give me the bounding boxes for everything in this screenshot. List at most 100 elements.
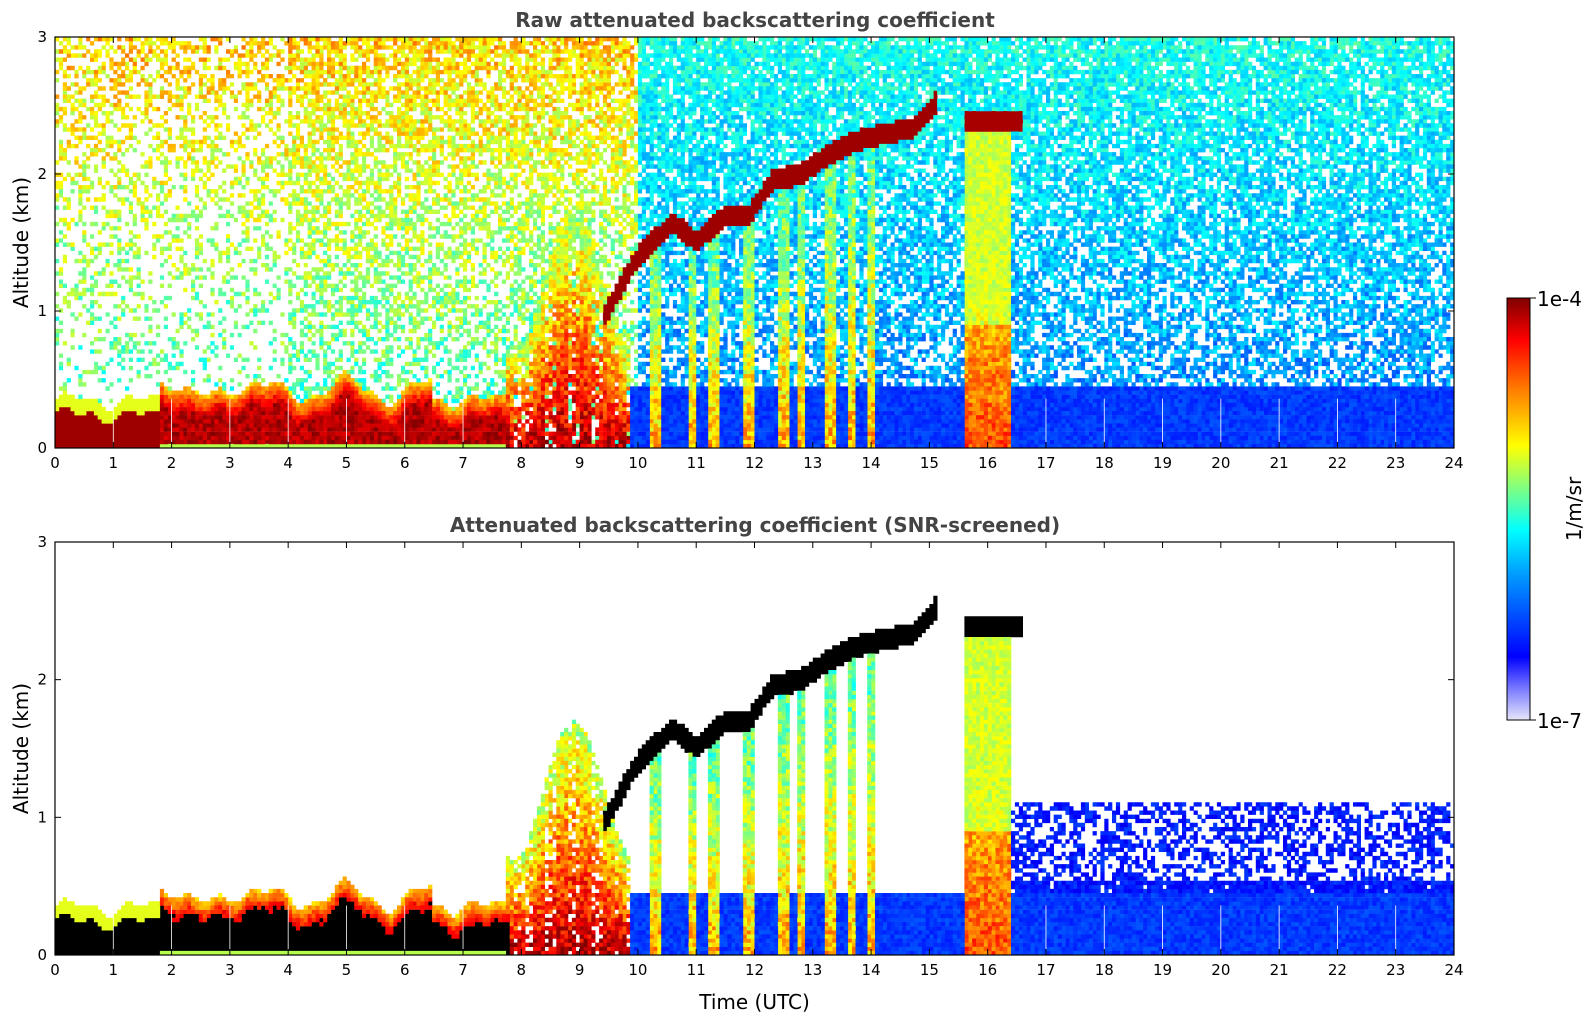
- backscatter-cells: [548, 909, 569, 956]
- backscatter-cells: [222, 37, 1012, 449]
- backscatter-cells: [599, 732, 852, 828]
- backscatter-cells: [797, 711, 802, 716]
- x-tick-label: 6: [400, 454, 410, 472]
- backscatter-cells: [688, 769, 693, 774]
- y-tick-label: 1: [37, 302, 47, 320]
- backscatter-cells: [556, 922, 627, 956]
- backscatter-cells: [556, 942, 561, 947]
- backscatter-cells: [688, 674, 988, 844]
- raw-x-ticks: 0 1 2 3 4 5 6 7 8 9 10 11 12 13 14 15 16 17 18 19 20 21 22 23 24: [50, 37, 1464, 472]
- backscatter-cells: [490, 406, 495, 412]
- backscatter-cells: [587, 930, 592, 935]
- backscatter-cells: [552, 922, 557, 927]
- backscatter-cells: [711, 686, 852, 857]
- backscatter-cells: [564, 909, 627, 952]
- backscatter-cells: [634, 810, 1455, 956]
- backscatter-cells: [529, 950, 534, 956]
- backscatter-cells: [521, 341, 615, 441]
- x-tick-label: 6: [400, 961, 410, 979]
- backscatter-cells: [560, 909, 565, 914]
- backscatter-cells: [548, 934, 553, 939]
- backscatter-cells: [552, 926, 557, 931]
- backscatter-cells: [509, 946, 514, 952]
- backscatter-cells: [665, 41, 1439, 383]
- backscatter-cells: [661, 386, 1447, 449]
- backscatter-cells: [202, 402, 479, 445]
- backscatter-cells: [754, 263, 1396, 379]
- backscatter-cells: [222, 847, 969, 956]
- y-tick-label: 0: [37, 946, 47, 964]
- backscatter-cells: [692, 818, 697, 824]
- backscatter-cells: [144, 37, 1292, 330]
- backscatter-cells: [649, 106, 1455, 367]
- backscatter-cells: [653, 740, 872, 848]
- backscatter-cells: [552, 394, 557, 399]
- backscatter-cells: [785, 694, 856, 712]
- x-tick-label: 19: [1153, 961, 1172, 979]
- backscatter-cells: [533, 950, 538, 956]
- backscatter-cells: [634, 386, 1455, 449]
- backscatter-cells: [867, 653, 872, 658]
- backscatter-cells: [533, 909, 538, 914]
- x-tick-label: 12: [745, 961, 764, 979]
- backscatter-cells: [74, 57, 992, 387]
- backscatter-cells: [781, 727, 786, 733]
- x-tick-label: 20: [1211, 961, 1230, 979]
- backscatter-cells: [711, 752, 716, 757]
- backscatter-cells: [136, 41, 1455, 383]
- x-tick-label: 20: [1211, 454, 1230, 472]
- screened-y-ticks: 0 1 2 3: [37, 533, 1454, 964]
- x-tick-label: 5: [342, 454, 352, 472]
- backscatter-cells: [968, 411, 973, 416]
- backscatter-cells: [676, 893, 1447, 956]
- screened-x-ticks: 0 1 2 3 4 5 6 7 8 9 10 11 12 13 14 15 16 17 18 19 20 21 22 23 24: [50, 542, 1464, 979]
- top-title: Raw attenuated backscattering coefficien…: [515, 8, 995, 32]
- x-tick-label: 13: [803, 454, 822, 472]
- colorbar-min-label: 1e-7: [1537, 709, 1582, 733]
- backscatter-cells: [618, 946, 623, 952]
- x-tick-label: 12: [745, 454, 764, 472]
- x-tick-label: 7: [458, 961, 468, 979]
- backscatter-cells: [560, 926, 565, 931]
- backscatter-cells: [564, 922, 569, 927]
- backscatter-cells: [649, 698, 872, 824]
- colorbar-unit-label: 1/m/sr: [1562, 476, 1586, 541]
- backscatter-cells: [777, 694, 782, 700]
- x-tick-label: 4: [283, 961, 293, 979]
- backscatter-cells: [680, 57, 1443, 387]
- backscatter-cells: [556, 930, 561, 935]
- backscatter-cells: [715, 802, 720, 807]
- backscatter-cells: [750, 752, 755, 757]
- backscatter-cells: [777, 736, 782, 741]
- backscatter-cells: [78, 37, 1455, 399]
- x-tick-label: 17: [1036, 454, 1055, 472]
- backscatter-cells: [610, 938, 615, 943]
- x-tick-label: 24: [1444, 454, 1463, 472]
- backscatter-cells: [560, 942, 565, 947]
- backscatter-cells: [785, 760, 790, 766]
- backscatter-cells: [187, 398, 192, 404]
- backscatter-cells: [579, 930, 584, 935]
- x-tick-label: 17: [1036, 961, 1055, 979]
- backscatter-cells: [183, 402, 491, 436]
- y-tick-label: 2: [37, 165, 47, 183]
- backscatter-cells: [645, 45, 1439, 383]
- backscatter-cells: [579, 946, 584, 952]
- backscatter-cells: [618, 917, 623, 943]
- backscatter-cells: [785, 703, 790, 708]
- backscatter-cells: [159, 378, 596, 445]
- backscatter-cells: [630, 386, 1416, 449]
- backscatter-cells: [606, 930, 611, 935]
- x-tick-label: 0: [50, 961, 60, 979]
- raw-backscatter-panel: Raw attenuated backscattering coefficien…: [9, 8, 1464, 472]
- backscatter-cells: [711, 744, 782, 861]
- x-tick-label: 3: [225, 961, 235, 979]
- backscatter-cells: [672, 802, 1435, 956]
- backscatter-cells: [622, 682, 1012, 881]
- x-tick-label: 14: [862, 961, 881, 979]
- x-tick-label: 19: [1153, 454, 1172, 472]
- backscatter-cells: [571, 917, 577, 923]
- backscatter-cells: [851, 686, 856, 691]
- backscatter-cells: [268, 810, 1008, 902]
